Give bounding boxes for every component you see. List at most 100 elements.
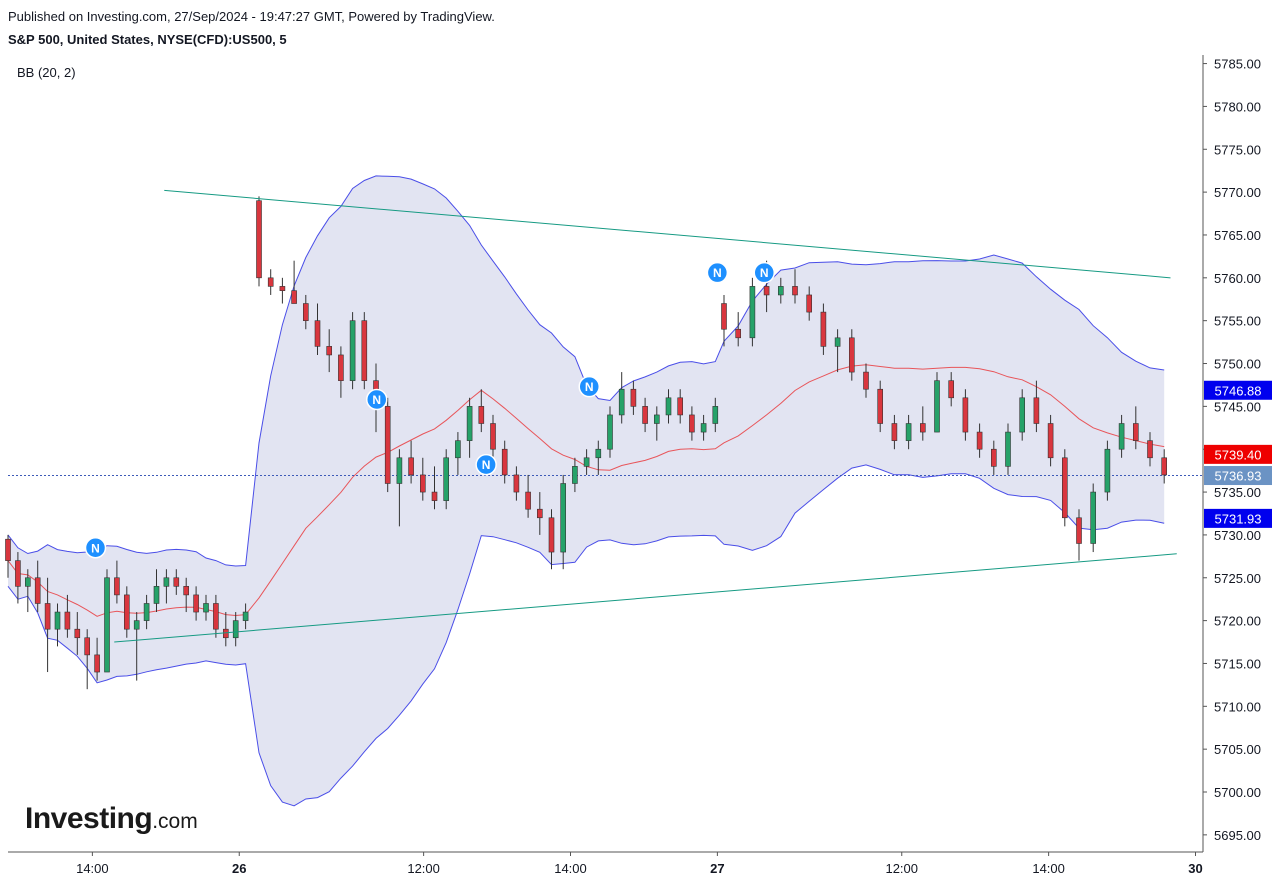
- candle-body: [408, 457, 414, 476]
- candle: [242, 603, 249, 630]
- candle: [689, 406, 695, 441]
- candle-body: [84, 637, 90, 656]
- candle: [891, 414, 898, 450]
- candle-body: [153, 586, 160, 604]
- candle-body: [513, 474, 520, 493]
- candle: [560, 474, 567, 570]
- time-tick-label: 12:00: [885, 861, 918, 876]
- trendline: [114, 553, 1177, 643]
- price-label-box: [1204, 466, 1272, 486]
- candle: [721, 294, 727, 347]
- price-label: 5731.93: [1204, 508, 1272, 528]
- candle-body: [279, 286, 286, 291]
- candle-body: [863, 371, 869, 390]
- candle-body: [548, 517, 555, 553]
- candle-body: [1090, 491, 1096, 544]
- candle: [302, 294, 309, 330]
- candle-body: [1118, 423, 1125, 450]
- candle: [905, 414, 912, 450]
- news-marker-icon[interactable]: N: [475, 453, 497, 476]
- candle: [501, 440, 508, 484]
- candle: [618, 372, 625, 424]
- time-axis: 14:00 26 12:00 14:00 27 12:00 14:00 30: [8, 851, 1203, 876]
- price-tick-label: 5765.00: [1214, 228, 1261, 243]
- candle-body: [560, 483, 567, 553]
- candle-body: [990, 448, 997, 467]
- candle: [163, 569, 170, 604]
- candle-body: [536, 508, 543, 519]
- candle: [104, 569, 110, 673]
- band-fill: [8, 175, 1165, 806]
- time-tick-label: 26: [232, 861, 246, 876]
- news-marker-letter: N: [585, 380, 594, 394]
- news-marker-icon[interactable]: N: [706, 261, 729, 284]
- candle-body: [618, 388, 625, 416]
- candle: [133, 612, 140, 681]
- candle: [919, 406, 926, 441]
- candle: [677, 389, 684, 424]
- candle: [15, 552, 21, 604]
- candle: [792, 269, 798, 304]
- candle-body: [689, 414, 695, 433]
- candle: [267, 269, 274, 295]
- candle: [877, 380, 884, 433]
- candle-body: [891, 423, 898, 441]
- basis-line: [7, 364, 1165, 617]
- candle-body: [326, 346, 333, 356]
- price-tick-label: 5700.00: [1214, 785, 1261, 800]
- candle-body: [905, 423, 912, 441]
- candle-body: [455, 440, 461, 459]
- candle-body: [490, 423, 496, 450]
- price-tick-label: 5755.00: [1214, 314, 1261, 329]
- news-marker-icon[interactable]: N: [578, 375, 600, 398]
- candle-body: [1104, 448, 1111, 493]
- candle-body: [5, 538, 11, 561]
- candle: [203, 594, 209, 621]
- candle: [595, 440, 602, 475]
- candle: [466, 397, 473, 458]
- candle-body: [848, 337, 855, 373]
- time-tick-label: 12:00: [407, 861, 440, 876]
- indicator-label[interactable]: BB (20, 2): [17, 65, 76, 80]
- candle-body: [384, 406, 391, 484]
- price-label: 5736.93: [1204, 466, 1272, 486]
- candle: [1062, 449, 1068, 527]
- investing-logo: Investing.com: [25, 802, 198, 835]
- candle: [54, 603, 61, 647]
- candle-body: [213, 603, 219, 630]
- news-marker-letter: N: [372, 393, 381, 407]
- news-marker-icon[interactable]: N: [84, 537, 107, 559]
- news-marker-icon[interactable]: N: [366, 388, 388, 411]
- candle-body: [232, 620, 239, 639]
- candle: [34, 560, 41, 613]
- price-tick-label: 5730.00: [1214, 528, 1261, 543]
- candle-body: [64, 611, 71, 630]
- candle: [934, 372, 940, 433]
- news-marker-letter: N: [482, 458, 491, 472]
- news-marker-icon[interactable]: N: [753, 261, 775, 284]
- candle: [735, 312, 742, 347]
- candle: [326, 329, 333, 373]
- candle-body: [256, 200, 262, 279]
- news-markers: N N N N N N: [84, 261, 775, 559]
- candle-body: [595, 448, 602, 459]
- candle-body: [934, 380, 940, 433]
- price-tick-label: 5780.00: [1214, 99, 1261, 114]
- candle: [948, 372, 955, 407]
- price-tick-label: 5745.00: [1214, 399, 1261, 414]
- candle-body: [431, 491, 438, 501]
- candle: [5, 534, 11, 578]
- candle: [256, 196, 262, 287]
- candle-body: [820, 311, 827, 347]
- candle: [213, 594, 219, 638]
- candle: [653, 406, 660, 441]
- candle-body: [962, 397, 969, 433]
- candle: [665, 389, 672, 424]
- candle: [44, 577, 51, 673]
- candle-body: [24, 577, 31, 587]
- candle-body: [735, 328, 742, 339]
- candle: [431, 466, 438, 510]
- candle-body: [302, 303, 309, 321]
- candle-body: [396, 457, 403, 484]
